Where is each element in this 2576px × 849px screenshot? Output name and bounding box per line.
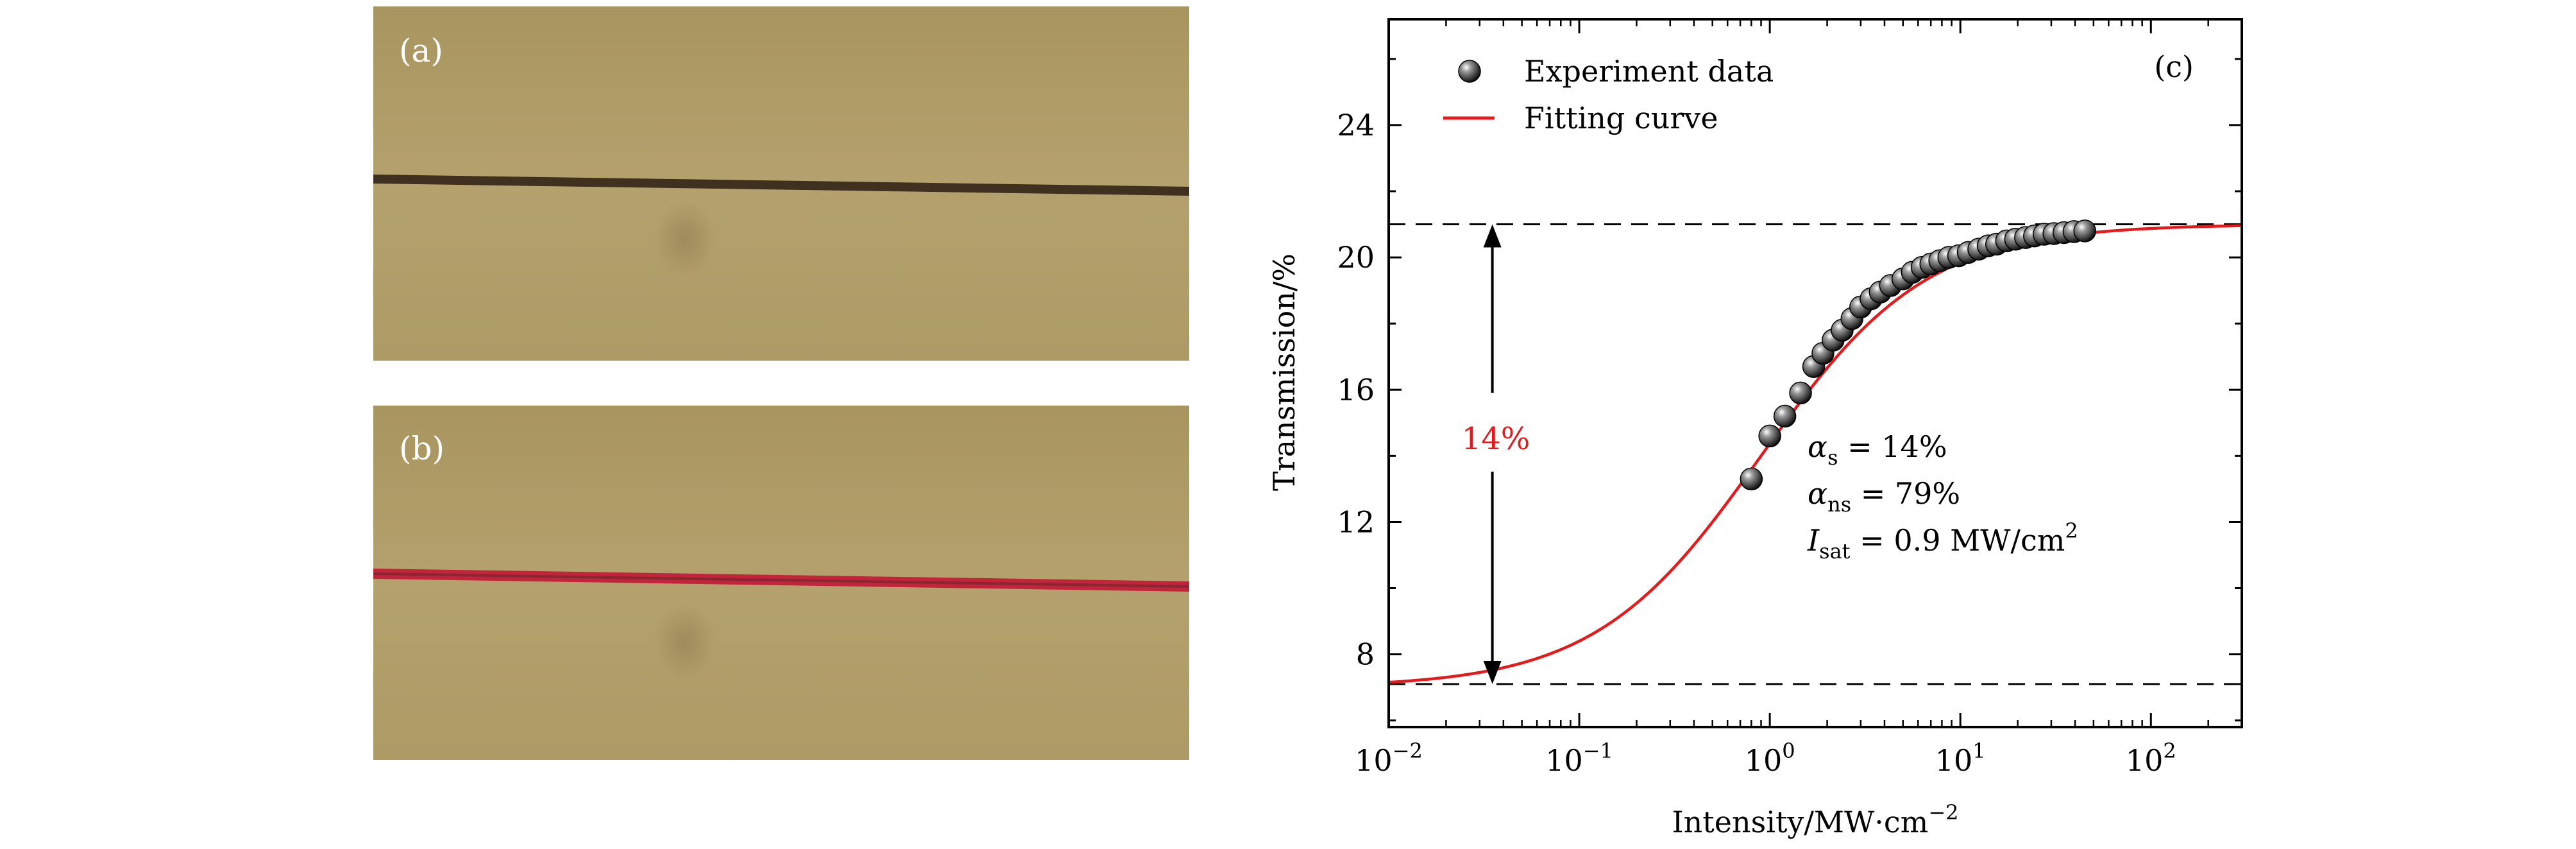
arrow-head-up — [1483, 224, 1502, 248]
x-tick-label-exp: 1 — [1972, 739, 1985, 763]
legend-label-experiment: Experiment data — [1524, 54, 1774, 89]
arrow-annotation-label: 14% — [1462, 421, 1530, 457]
param-alpha-s-symbol: α — [1808, 429, 1827, 464]
y-tick-label: 12 — [1337, 504, 1375, 539]
data-point — [1789, 381, 1812, 405]
x-tick-label: 10−1 — [1545, 739, 1613, 778]
param-i-sat-sup: 2 — [2065, 519, 2078, 543]
x-tick-label-exp: 2 — [2163, 739, 2176, 763]
legend: Experiment data Fitting curve — [1443, 54, 1774, 135]
x-tick-label-base: 10 — [1745, 743, 1783, 778]
x-axis-label-main: Intensity/MW·cm — [1672, 805, 1929, 839]
x-tick-label-exp: −2 — [1393, 739, 1423, 763]
legend-label-fitting: Fitting curve — [1524, 101, 1718, 135]
panel-a-label: (a) — [399, 32, 443, 69]
x-tick-label: 100 — [1745, 739, 1795, 778]
x-tick-label-exp: −1 — [1583, 739, 1613, 763]
x-tick-label-exp: 0 — [1782, 739, 1795, 763]
x-tick-label-base: 10 — [2126, 743, 2164, 778]
param-alpha-s-value: = 14% — [1838, 429, 1947, 464]
panel-a-smudge — [654, 200, 716, 277]
x-tick-label: 101 — [1935, 739, 1986, 778]
x-tick-label-base: 10 — [1545, 743, 1583, 778]
legend-marker-sphere — [1458, 60, 1481, 83]
param-i-sat-symbol: I — [1807, 523, 1820, 558]
reference-lines — [1389, 223, 2242, 685]
x-tick-label-base: 10 — [1935, 743, 1973, 778]
y-tick-label: 24 — [1337, 108, 1375, 142]
y-tick-label: 20 — [1337, 240, 1375, 275]
plot-frame — [1387, 18, 2243, 728]
panel-b-label: (b) — [399, 430, 445, 467]
parameter-annotations: αs = 14% αns = 79% Isat = 0.9 MW/cm2 — [1807, 429, 2078, 563]
arrow-head-down — [1483, 660, 1502, 684]
fit-curve-layer — [1389, 224, 2242, 684]
param-alpha-ns: αns = 79% — [1808, 476, 1960, 517]
param-i-sat: Isat = 0.9 MW/cm2 — [1807, 519, 2078, 563]
data-point — [2073, 219, 2096, 243]
y-tick-label: 16 — [1337, 372, 1375, 407]
data-points — [1740, 219, 2096, 491]
panel-b-fiber-core — [373, 572, 1189, 588]
param-i-sat-sub: sat — [1819, 539, 1851, 563]
param-i-sat-value: = 0.9 MW/cm — [1851, 523, 2065, 558]
axis-ticks — [1387, 19, 2242, 727]
panel-a: (a) — [373, 6, 1189, 361]
param-alpha-s: αs = 14% — [1808, 429, 1947, 470]
param-alpha-ns-value: = 79% — [1851, 476, 1960, 511]
x-axis-label: Intensity/MW·cm−2 — [1672, 800, 1959, 839]
arrow-annotation — [1483, 224, 1502, 684]
data-point — [1773, 404, 1797, 428]
panel-c-label: (c) — [2154, 49, 2194, 84]
param-alpha-ns-symbol: α — [1808, 476, 1827, 511]
x-tick-label: 102 — [2126, 739, 2176, 778]
x-tick-label: 10−2 — [1355, 739, 1423, 778]
panel-b-smudge — [654, 603, 716, 680]
panel-a-fiber — [373, 175, 1189, 196]
param-alpha-ns-sub: ns — [1827, 492, 1851, 517]
fit-curve — [1389, 224, 2242, 684]
x-axis-label-exp: −2 — [1928, 800, 1958, 825]
param-alpha-s-sub: s — [1827, 445, 1838, 470]
x-tick-label-base: 10 — [1355, 743, 1393, 778]
y-tick-label: 8 — [1356, 637, 1375, 672]
data-point — [1758, 424, 1781, 448]
y-axis-label: Transmission/% — [1267, 253, 1301, 491]
data-point — [1740, 467, 1763, 491]
panel-b: (b) — [373, 406, 1189, 760]
